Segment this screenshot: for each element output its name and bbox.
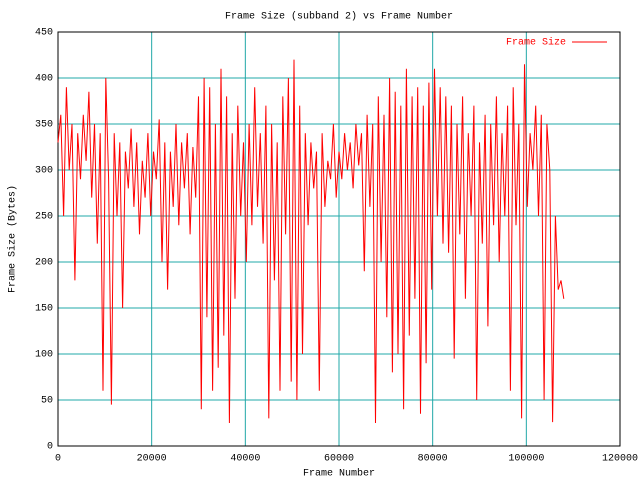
- y-tick-label: 50: [41, 396, 53, 407]
- chart-title: Frame Size (subband 2) vs Frame Number: [225, 11, 453, 23]
- y-tick-label: 150: [35, 304, 53, 315]
- y-tick-label: 450: [35, 28, 53, 39]
- x-tick-label: 40000: [230, 454, 260, 465]
- y-tick-label: 300: [35, 166, 53, 177]
- x-axis-label: Frame Number: [303, 468, 375, 480]
- y-tick-label: 250: [35, 212, 53, 223]
- plot-border: [57, 31, 621, 447]
- x-tick-label: 80000: [418, 454, 448, 465]
- y-tick-label: 200: [35, 258, 53, 269]
- y-tick-label: 100: [35, 350, 53, 361]
- x-tick-label: 100000: [508, 454, 544, 465]
- x-tick-label: 120000: [602, 454, 638, 465]
- x-tick-label: 0: [55, 454, 61, 465]
- y-axis-label: Frame Size (Bytes): [7, 185, 19, 293]
- data-line: [57, 59, 565, 424]
- x-tick-label: 20000: [137, 454, 167, 465]
- y-tick-label: 0: [47, 442, 53, 453]
- x-tick-label: 60000: [324, 454, 354, 465]
- y-tick-label: 350: [35, 120, 53, 131]
- legend-label: Frame Size: [506, 37, 566, 49]
- y-tick-label: 400: [35, 74, 53, 85]
